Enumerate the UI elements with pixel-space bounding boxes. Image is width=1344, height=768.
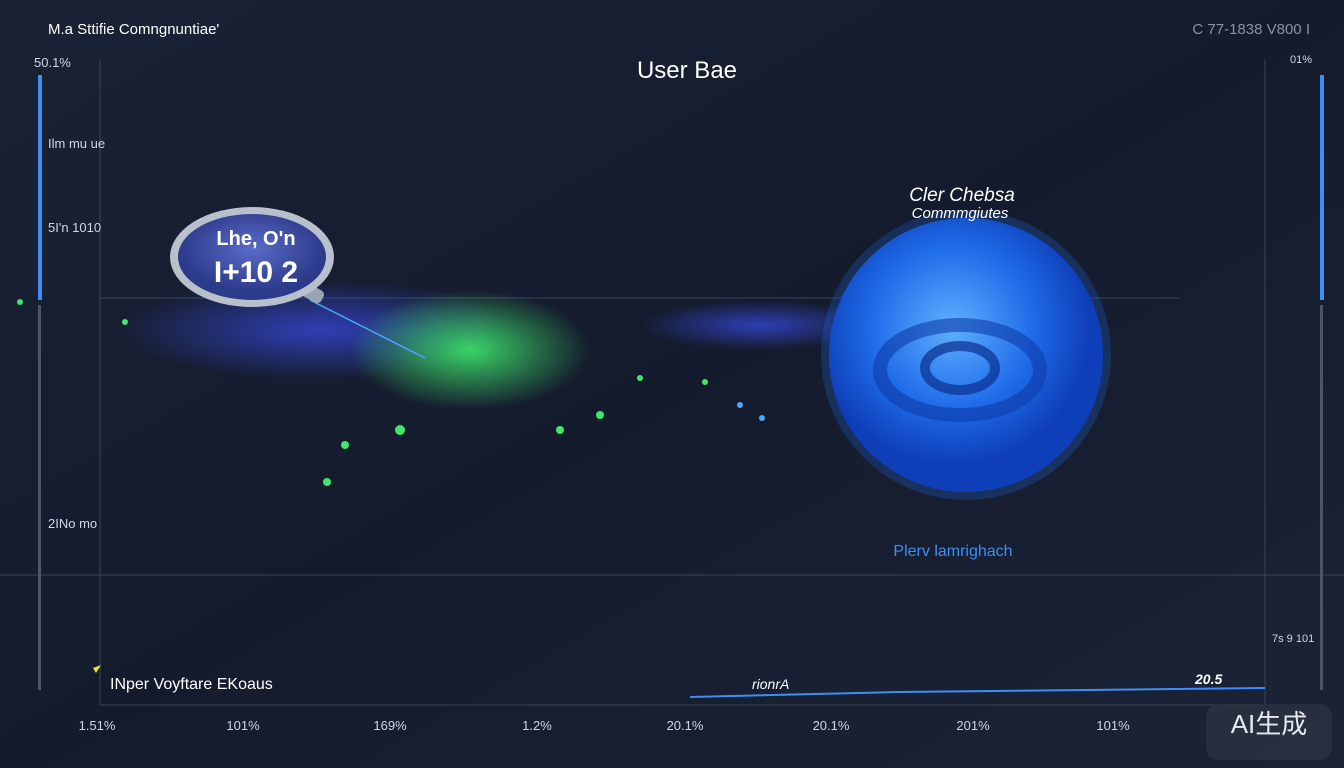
y-label: Ilm mu ue (48, 136, 105, 151)
right-bar-track (1320, 305, 1323, 690)
left-bar (38, 75, 42, 300)
watermark-box (1206, 704, 1332, 760)
callout-line1: Lhe, O'n (216, 228, 295, 250)
sphere-title: Commmgiutes (912, 205, 1009, 222)
callout: Lhe, O'n I+10 2 (170, 207, 334, 307)
code: C 77-1838 V800 I (1192, 21, 1310, 38)
sphere-caption: Plerv lamrighach (893, 543, 1012, 560)
sphere (821, 210, 1111, 500)
legend: INper Voyftare EKoaus (110, 676, 273, 693)
x-label: 1.2% (522, 718, 552, 733)
trend-line (689, 687, 1266, 698)
y-label: 2INo mo (48, 516, 97, 531)
x-label: 20.1% (667, 718, 704, 733)
x-axis: 1.51% 101% 169% 1.2% 20.1% 20.1% 201% 10… (79, 718, 1131, 733)
legend-icon (88, 660, 101, 673)
left-axis: 50.1% Ilm mu ue 5I'n 1010 2INo mo (34, 55, 105, 531)
y-label: 5I'n 1010 (48, 220, 101, 235)
x-label: 201% (956, 718, 990, 733)
y2-label: 01% (1290, 54, 1312, 66)
title: User Bae (637, 57, 737, 84)
right-bar (1320, 75, 1324, 300)
callout-line2: I+10 2 (214, 256, 298, 289)
x-label: 20.1% (813, 718, 850, 733)
y-label: 50.1% (34, 55, 71, 70)
x-label: 1.51% (79, 718, 116, 733)
left-bar-track (38, 305, 41, 690)
x-label: 101% (1096, 718, 1130, 733)
y2-label: 7s 9 101 (1272, 633, 1314, 645)
subtitle: M.a Sttifie Comngnuntiae' (48, 21, 219, 38)
x-label: 101% (226, 718, 260, 733)
x-label: 169% (373, 718, 407, 733)
watermark: AI生成 (1231, 709, 1308, 739)
trend-label: rionrA (752, 676, 789, 692)
sphere-title: Cler Chebsa (909, 185, 1015, 206)
callout-pointer (309, 299, 426, 359)
trend-end: 20.5 (1194, 671, 1222, 687)
